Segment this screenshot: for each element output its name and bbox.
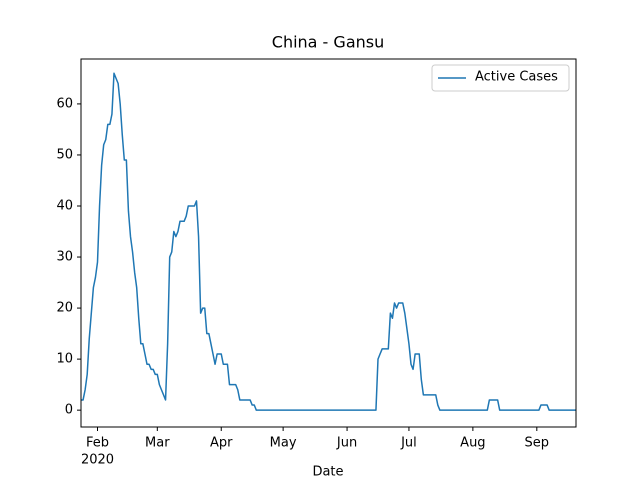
y-tick-label: 60 bbox=[56, 96, 73, 111]
y-tick-label: 30 bbox=[56, 250, 73, 265]
line bbox=[81, 72, 576, 411]
chart-title: China - Gansu bbox=[272, 33, 384, 52]
x-year-label: 2020 bbox=[81, 453, 114, 468]
x-tick-label: Apr bbox=[210, 436, 233, 451]
x-tick-label: Aug bbox=[460, 436, 485, 451]
y-tick-label: 20 bbox=[56, 301, 73, 316]
x-axis-label: Date bbox=[312, 465, 343, 480]
legend-label: Active Cases bbox=[475, 70, 558, 85]
x-tick-label: Sep bbox=[525, 436, 550, 451]
x-tick-label: May bbox=[270, 436, 297, 451]
x-tick-label: Mar bbox=[145, 436, 170, 451]
y-tick-label: 40 bbox=[56, 198, 73, 213]
x-tick-label: Jun bbox=[336, 436, 357, 451]
y-tick-label: 50 bbox=[56, 147, 73, 162]
x-tick-label: Jul bbox=[400, 436, 417, 451]
legend-box bbox=[431, 64, 570, 92]
x-tick-label: Feb bbox=[86, 436, 109, 451]
plot-frame bbox=[80, 58, 577, 428]
y-tick-label: 0 bbox=[65, 403, 73, 418]
y-tick-label: 10 bbox=[56, 352, 73, 367]
